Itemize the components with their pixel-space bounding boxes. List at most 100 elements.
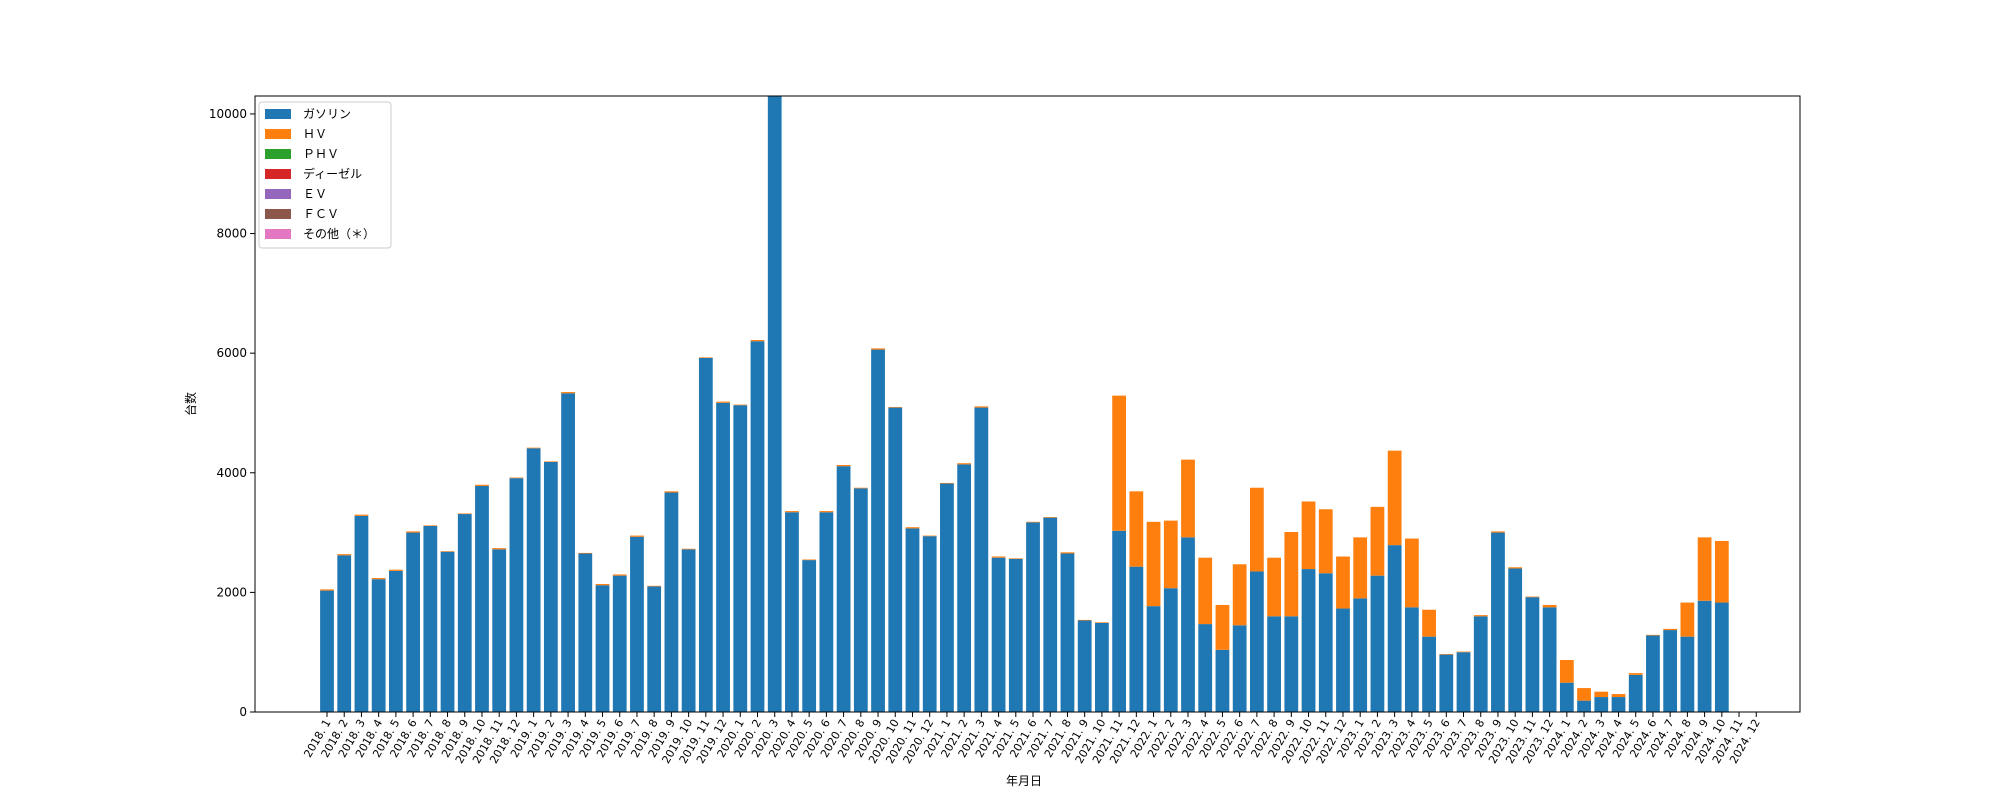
bar <box>974 406 989 408</box>
legend-label: その他（＊） <box>303 227 375 241</box>
bar <box>1353 598 1368 712</box>
legend-label: ディーゼル <box>303 166 362 181</box>
bar <box>1215 604 1230 650</box>
bar <box>1336 608 1350 712</box>
bar <box>337 555 352 712</box>
y-tick-label: 4000 <box>216 466 247 480</box>
bar <box>1318 509 1333 574</box>
y-tick-label: 0 <box>239 705 247 719</box>
bar <box>1077 620 1092 712</box>
bar <box>922 535 937 537</box>
bar <box>423 526 438 712</box>
bar <box>526 447 541 449</box>
bar <box>1353 537 1368 599</box>
bar <box>543 462 558 712</box>
bar <box>1198 557 1213 625</box>
y-tick-label: 2000 <box>216 585 247 599</box>
bar <box>1112 395 1127 531</box>
bar <box>888 407 903 712</box>
legend-swatch <box>265 129 291 139</box>
bar <box>922 536 937 712</box>
bar <box>1095 622 1109 712</box>
bar <box>905 528 920 712</box>
bar <box>1456 652 1471 712</box>
bar <box>1714 602 1729 712</box>
bar <box>1112 530 1127 712</box>
bar <box>457 513 472 515</box>
bar <box>871 348 885 350</box>
bar <box>1594 697 1609 712</box>
legend-label: ＦＣＶ <box>303 207 339 221</box>
bar <box>647 586 662 712</box>
bar <box>957 464 972 712</box>
bar <box>1525 596 1540 598</box>
bar <box>509 477 524 479</box>
bar <box>1628 673 1643 675</box>
bar <box>578 553 593 712</box>
bar <box>1146 521 1161 607</box>
bar <box>612 575 627 712</box>
bar <box>1663 630 1678 712</box>
bars <box>320 96 1729 712</box>
bar <box>612 574 627 576</box>
bar <box>406 532 420 712</box>
bar <box>1525 597 1540 712</box>
legend-swatch <box>265 169 291 179</box>
bar <box>1714 540 1729 603</box>
bar <box>957 463 972 465</box>
bar <box>1043 517 1058 518</box>
y-tick-label: 6000 <box>216 346 247 360</box>
legend-label: ＰＨＶ <box>303 147 339 161</box>
bar <box>1163 588 1178 712</box>
bar <box>1422 636 1436 712</box>
bar <box>1646 634 1660 636</box>
bar <box>802 559 817 561</box>
bar <box>853 487 868 489</box>
bar <box>457 514 472 712</box>
bar <box>1387 450 1402 546</box>
bar <box>475 485 489 712</box>
bar <box>681 549 696 712</box>
bar <box>543 461 558 463</box>
bar <box>354 515 369 712</box>
bar <box>1008 558 1023 559</box>
bar <box>1439 654 1454 712</box>
bar <box>1129 491 1144 567</box>
bar <box>785 512 799 712</box>
bar <box>1026 521 1040 523</box>
legend-swatch <box>265 209 291 219</box>
bar <box>681 548 696 550</box>
bar <box>1697 600 1712 712</box>
bar <box>1473 615 1488 617</box>
legend-label: ガソリン <box>303 107 351 121</box>
bar <box>1508 567 1523 569</box>
bar <box>561 392 575 394</box>
bar <box>1095 622 1109 623</box>
bar <box>1026 522 1040 712</box>
bar <box>1611 694 1626 698</box>
bar <box>1404 607 1419 712</box>
bar <box>1577 700 1591 712</box>
bar <box>1267 616 1281 712</box>
bar <box>940 482 954 484</box>
bar <box>1542 604 1557 608</box>
bar <box>991 557 1006 712</box>
bar <box>1060 552 1075 554</box>
bar <box>423 525 438 527</box>
bar <box>1060 553 1075 712</box>
bar <box>475 484 489 486</box>
bar <box>1249 571 1264 712</box>
bar <box>1129 566 1144 712</box>
bar <box>991 556 1006 558</box>
bar <box>526 448 541 712</box>
bar <box>1267 557 1281 617</box>
bar <box>1559 659 1574 683</box>
bar <box>406 531 420 533</box>
bar <box>630 536 644 712</box>
bar <box>1181 537 1195 712</box>
bar <box>1370 506 1385 576</box>
bar <box>1301 569 1316 712</box>
bar <box>1215 649 1230 712</box>
bar <box>1508 568 1523 712</box>
